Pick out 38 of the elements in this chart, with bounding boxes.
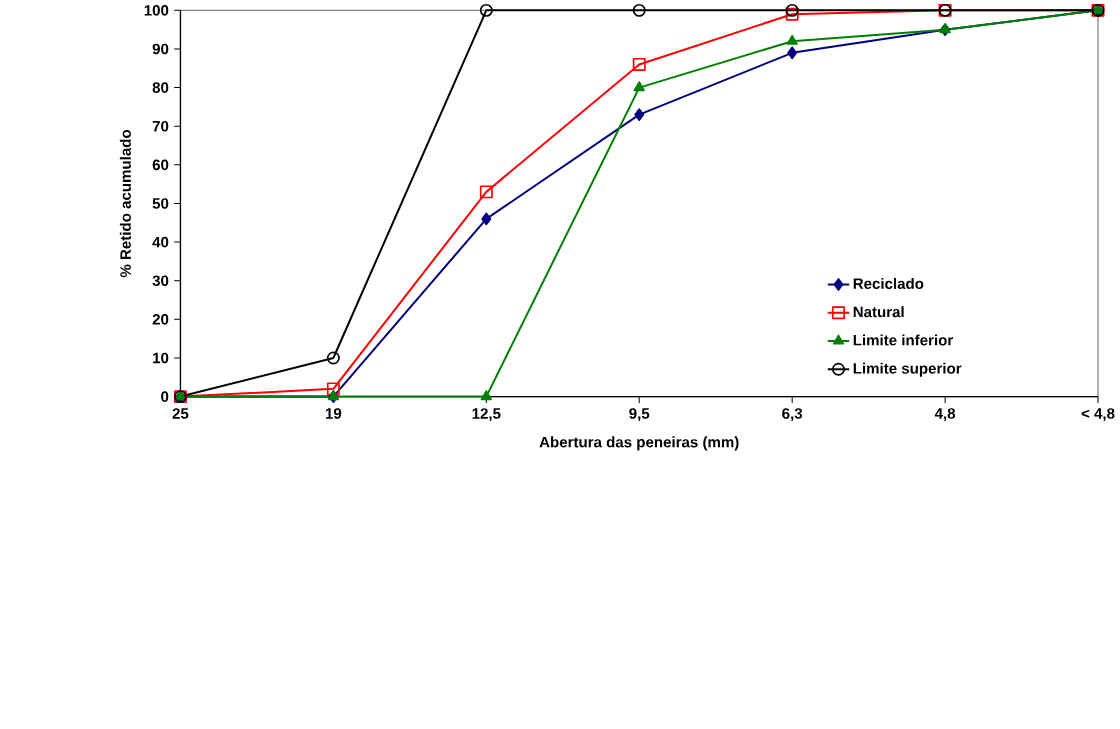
point	[786, 34, 798, 45]
point	[634, 108, 645, 122]
y-tick-label: 20	[152, 314, 169, 325]
point	[480, 390, 492, 401]
legend-label: Natural	[853, 306, 904, 318]
y-tick-label: 70	[152, 121, 169, 132]
y-tick-label: 0	[161, 391, 169, 403]
point	[787, 46, 798, 60]
y-tick-label: 30	[152, 275, 169, 287]
x-axis-title: Abertura das peneiras (mm)	[539, 436, 739, 451]
x-tick-label: 9,5	[629, 408, 650, 422]
x-tick-label: 12,5	[472, 408, 501, 422]
x-tick-label: 6,3	[782, 408, 803, 422]
y-tick-label: 100	[144, 5, 169, 16]
legend-label: Limite inferior	[853, 334, 953, 346]
legend-label: Limite superior	[853, 362, 962, 377]
point	[326, 351, 340, 365]
x-tick-label: 25	[172, 408, 189, 419]
x-tick-label: < 4,8	[1081, 408, 1115, 422]
y-tick-label: 90	[152, 43, 169, 55]
point	[633, 81, 645, 92]
x-tick-label: 4,8	[934, 408, 956, 422]
point	[632, 3, 646, 17]
point	[479, 185, 493, 199]
y-tick-label: 60	[152, 159, 169, 171]
point	[785, 3, 799, 17]
y-axis-title: % Retido acumulado	[119, 130, 131, 278]
legend-label: Reciclado	[853, 278, 924, 290]
y-tick-label: 10	[153, 352, 169, 364]
y-tick-label: 40	[152, 236, 169, 248]
point	[481, 212, 492, 226]
point	[479, 3, 493, 17]
point	[785, 7, 799, 21]
x-tick-label: 19	[325, 408, 342, 419]
point	[632, 58, 646, 72]
y-tick-label: 80	[152, 82, 169, 94]
point	[326, 382, 340, 396]
y-tick-label: 50	[152, 198, 169, 209]
